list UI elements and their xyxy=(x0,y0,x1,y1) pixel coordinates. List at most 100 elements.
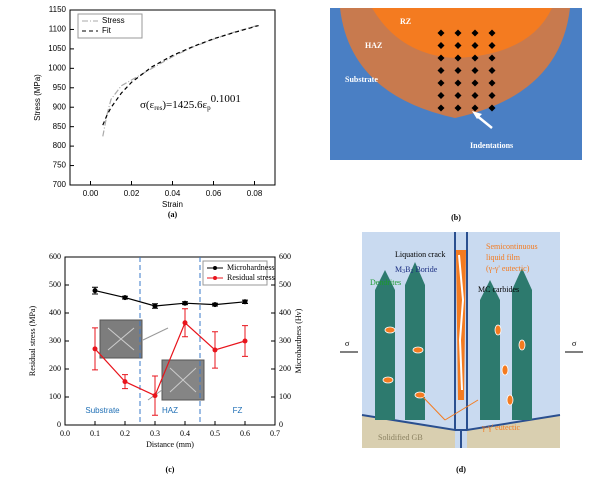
marker xyxy=(92,288,98,294)
y-tick-label: 900 xyxy=(53,102,67,111)
indentation xyxy=(471,104,479,112)
leader xyxy=(421,395,446,421)
series-line xyxy=(94,321,246,397)
series-line xyxy=(102,24,259,126)
y2-tick-label: 400 xyxy=(279,308,291,317)
indentation xyxy=(471,79,479,87)
panel-b: RZ HAZ Substrate Indentations (b) xyxy=(330,8,582,222)
y2-axis-label: Microhardness (Hv) xyxy=(294,308,303,373)
y2-tick-label: 300 xyxy=(279,336,291,345)
inset-arrow xyxy=(142,327,169,341)
x-tick-label: 0.1 xyxy=(90,429,100,438)
marker xyxy=(122,379,128,385)
y-tick-label: 1100 xyxy=(49,25,67,34)
y-tick-label: 1000 xyxy=(48,63,66,72)
indentation xyxy=(454,79,462,87)
indentation xyxy=(437,54,445,62)
legend-label: Residual stress xyxy=(227,273,275,282)
x-tick-label: 0.06 xyxy=(206,189,222,198)
indentation xyxy=(437,79,445,87)
film-label: Semicontinuous xyxy=(486,242,538,251)
indentation xyxy=(437,92,445,99)
gb-label: Solidified GB xyxy=(378,433,423,442)
indentation xyxy=(488,67,496,74)
x-tick-label: 0.4 xyxy=(180,429,190,438)
indentation xyxy=(454,67,462,74)
marker xyxy=(212,302,218,308)
equation-part: p xyxy=(207,104,211,112)
indentation xyxy=(488,54,496,62)
y-tick-label: 0 xyxy=(57,420,61,429)
boride-label: M3B2 Boride xyxy=(395,265,438,276)
indentation xyxy=(488,79,496,87)
indentation xyxy=(471,29,479,37)
marker xyxy=(182,300,188,306)
legend-box xyxy=(77,13,143,39)
marker xyxy=(152,303,158,309)
crack xyxy=(458,254,465,391)
x-tick-label: 0.5 xyxy=(210,429,220,438)
series-line xyxy=(94,290,246,307)
y-tick-label: 400 xyxy=(49,308,61,317)
indentation xyxy=(488,104,496,112)
caption: (b) xyxy=(451,213,461,222)
indentation xyxy=(454,104,462,112)
y2-tick-label: 500 xyxy=(279,280,291,289)
film-label: liquid film xyxy=(486,253,521,262)
legend-label: Microhardness xyxy=(227,263,275,272)
x-tick-label: 0.08 xyxy=(247,189,263,198)
indentation xyxy=(471,54,479,62)
sigma-label: σ xyxy=(345,339,350,348)
indentation xyxy=(437,29,445,37)
eutectic-label: γ-γ' eutectic xyxy=(481,423,520,432)
equation-part: 0.1001 xyxy=(211,93,241,105)
x-tick-label: 0.0 xyxy=(60,429,70,438)
sigma-label: σ xyxy=(572,339,577,348)
marker xyxy=(182,320,188,326)
x-tick-label: 0.6 xyxy=(240,429,250,438)
legend-box xyxy=(202,260,268,286)
indentation xyxy=(437,42,445,49)
caption: (a) xyxy=(168,210,178,219)
indentation xyxy=(454,92,462,99)
indentation xyxy=(488,42,496,49)
y2-tick-label: 600 xyxy=(279,252,291,261)
indentation xyxy=(437,67,445,74)
legend-marker xyxy=(213,266,217,270)
indentation xyxy=(454,29,462,37)
indentation xyxy=(488,92,496,99)
indent xyxy=(169,367,197,393)
y-tick-label: 700 xyxy=(53,180,67,189)
region-label: HAZ xyxy=(162,406,178,415)
indent xyxy=(107,327,135,351)
indentation xyxy=(488,29,496,37)
y-tick-label: 300 xyxy=(49,336,61,345)
y-tick-label: 600 xyxy=(49,252,61,261)
y-tick-label: 200 xyxy=(49,364,61,373)
marker xyxy=(122,295,128,301)
crack-label: Liquation crack xyxy=(395,250,445,259)
x-axis-label: Strain xyxy=(162,200,183,209)
y2-tick-label: 0 xyxy=(279,420,283,429)
y-tick-label: 800 xyxy=(53,141,67,150)
equation-part: )=1425.6ε xyxy=(162,99,207,111)
region-label: Substrate xyxy=(85,406,120,415)
x-tick-label: 0.04 xyxy=(165,189,181,198)
indentation xyxy=(471,67,479,74)
indentation xyxy=(471,42,479,49)
y-axis-label: Stress (MPa) xyxy=(33,74,42,121)
x-tick-label: 0.00 xyxy=(83,189,99,198)
arrow-head xyxy=(472,111,482,119)
y-tick-label: 750 xyxy=(53,161,67,170)
leader xyxy=(444,399,479,421)
y-tick-label: 950 xyxy=(53,83,67,92)
indentations-label: Indentations xyxy=(470,141,513,150)
indentation xyxy=(454,54,462,62)
caption: (d) xyxy=(456,465,466,474)
eutectic-pools xyxy=(382,324,526,406)
carbides-label: MC carbides xyxy=(478,285,519,294)
marker xyxy=(242,338,248,344)
y-tick-label: 500 xyxy=(49,280,61,289)
caption: (c) xyxy=(166,465,175,474)
